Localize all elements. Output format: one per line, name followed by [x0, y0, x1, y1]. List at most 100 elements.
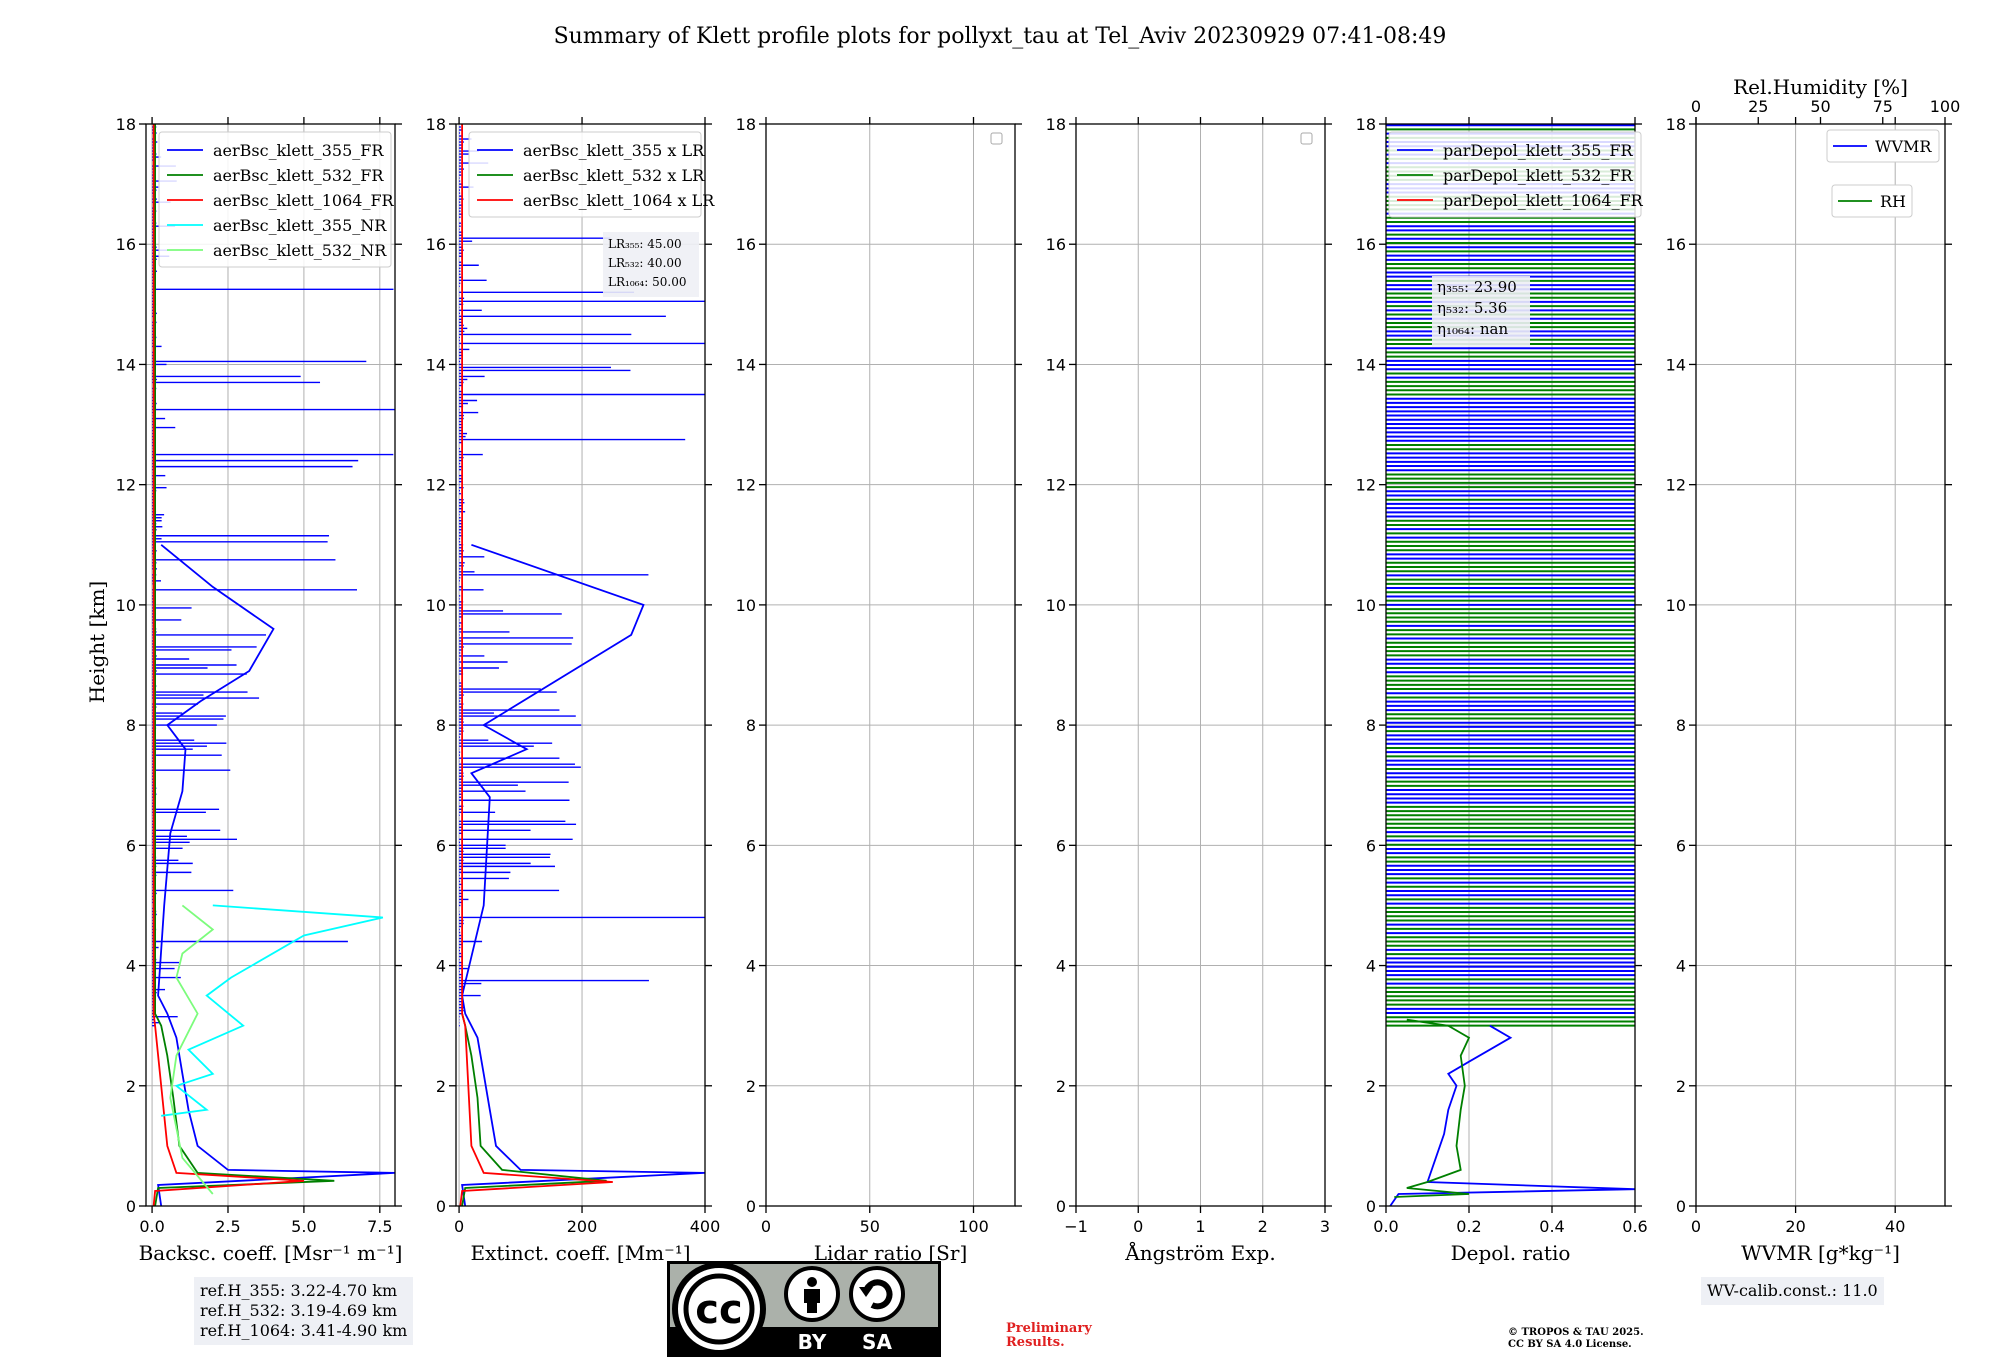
y-tick-label: 14	[736, 355, 756, 374]
x-tick-label: 0	[761, 1217, 771, 1236]
y-tick-label: 18	[736, 115, 756, 134]
series-line-aerBsc_klett_355_FR	[157, 544, 395, 1206]
legend-label: aerBsc_klett_355_FR	[213, 141, 384, 160]
y-tick-label: 12	[426, 476, 446, 495]
x-tick-label: 5.0	[291, 1217, 316, 1236]
series-line-parDepol_klett_355_FR	[1389, 1024, 1635, 1206]
legend-box	[158, 131, 392, 268]
y-tick-label: 2	[126, 1077, 136, 1096]
y-tick-label: 10	[1356, 596, 1376, 615]
panel-frame	[1385, 123, 1636, 1207]
cc-main-letters: cc	[695, 1287, 742, 1333]
series-line-parDepol_klett_532_FR	[1394, 1018, 1471, 1198]
x-tick-label: 0.6	[1622, 1217, 1647, 1236]
y-tick-label: 8	[1056, 716, 1066, 735]
y-tick-label: 18	[116, 115, 136, 134]
legend-label: RH	[1880, 192, 1906, 211]
y-tick-label: 4	[746, 957, 756, 976]
x-tick-label: 50	[860, 1217, 880, 1236]
y-tick-label: 16	[1046, 235, 1066, 254]
reference-height-box: ref.H_355: 3.22-4.70 km ref.H_532: 3.19-…	[194, 1277, 414, 1345]
y-tick-label: 8	[1366, 716, 1376, 735]
x-tick-label: 20	[1785, 1217, 1805, 1236]
y-tick-label: 14	[1046, 355, 1066, 374]
copyright-line-1: © TROPOS & TAU 2025.	[1508, 1327, 1644, 1338]
x-tick-label: −1	[1064, 1217, 1088, 1236]
y-tick-label: 16	[736, 235, 756, 254]
x2-tick-label: 0	[1691, 97, 1701, 116]
y-tick-label: 10	[1046, 596, 1066, 615]
y-tick-label: 4	[1056, 957, 1066, 976]
y-tick-label: 10	[736, 596, 756, 615]
wv-calib-box: WV-calib.const.: 11.0	[1701, 1277, 1884, 1305]
legend-label: aerBsc_klett_532_NR	[213, 241, 387, 260]
y-tick-label: 0	[1056, 1197, 1066, 1216]
y-tick-label: 0	[1366, 1197, 1376, 1216]
legend-label: aerBsc_klett_355 x LR	[523, 141, 705, 160]
legend-label: parDepol_klett_532_FR	[1443, 166, 1634, 185]
series-line-aerBsc_klett_1064_FR	[152, 124, 304, 1206]
y-tick-label: 16	[1356, 235, 1376, 254]
cc-by-sa-license-badge[interactable]: cc BY SA	[667, 1261, 941, 1357]
x2-tick-label: 100	[1930, 97, 1961, 116]
x-tick-label: 0.2	[1456, 1217, 1481, 1236]
x-tick-label: 0	[454, 1217, 464, 1236]
x-tick-label: 200	[567, 1217, 598, 1236]
y-tick-label: 8	[436, 716, 446, 735]
empty-legend-marker	[990, 132, 1003, 145]
copyright-line-2: CC BY SA 4.0 License.	[1508, 1339, 1632, 1350]
y-tick-label: 14	[426, 355, 446, 374]
y-tick-label: 2	[1056, 1077, 1066, 1096]
y-tick-label: 18	[1046, 115, 1066, 134]
x-axis-label: Ångström Exp.	[1124, 1240, 1275, 1265]
x-tick-label: 40	[1885, 1217, 1905, 1236]
preliminary-results-note: Preliminary Results.	[1006, 1322, 1092, 1350]
x-tick-label: 0.0	[1373, 1217, 1398, 1236]
y-tick-label: 2	[746, 1077, 756, 1096]
annotation-text: LR₅₃₂: 40.00	[608, 256, 682, 270]
ref-height-355: ref.H_355: 3.22-4.70 km	[200, 1281, 398, 1300]
y-tick-label: 0	[436, 1197, 446, 1216]
y-tick-label: 10	[1666, 596, 1686, 615]
x-tick-label: 100	[958, 1217, 989, 1236]
y-tick-label: 6	[1676, 836, 1686, 855]
y-tick-label: 12	[736, 476, 756, 495]
legend-box	[1388, 131, 1642, 218]
annotation-text: η₃₅₅: 23.90	[1437, 278, 1517, 296]
copyright-note: © TROPOS & TAU 2025. CC BY SA 4.0 Licens…	[1508, 1327, 1644, 1351]
panel-frame	[765, 123, 1016, 1207]
panel-5: 0 2 4 6 8 10 12 14 16 18 0.0 0.2 0.4 0.6 Depol. ratio p…	[1356, 115, 1648, 1265]
x2-tick-label: 50	[1810, 97, 1830, 116]
x-axis-label: Extinct. coeff. [Mm⁻¹]	[470, 1241, 690, 1265]
y-tick-label: 6	[126, 836, 136, 855]
y-tick-label: 4	[126, 957, 136, 976]
x-tick-label: 2.5	[215, 1217, 240, 1236]
x-tick-label: 400	[690, 1217, 721, 1236]
y-tick-label: 12	[116, 476, 136, 495]
y-tick-label: 4	[1676, 957, 1686, 976]
series-line-aerBsc_klett_532 x LR	[461, 1013, 607, 1206]
legend-label: aerBsc_klett_532_FR	[213, 166, 384, 185]
legend-label: parDepol_klett_1064_FR	[1443, 191, 1644, 210]
series-line-aerBsc_klett_355 x LR	[461, 543, 705, 1206]
x-axis-label: Depol. ratio	[1451, 1241, 1571, 1265]
series-group	[152, 124, 395, 1206]
legend-label: aerBsc_klett_1064_FR	[213, 191, 395, 210]
y-tick-label: 4	[1366, 957, 1376, 976]
annotation-box	[603, 232, 699, 297]
series-line-aerBsc_klett_532_NR	[169, 904, 215, 1195]
x2-tick-label: 75	[1873, 97, 1893, 116]
y-tick-label: 10	[426, 596, 446, 615]
x-tick-label: 2	[1258, 1217, 1268, 1236]
y-tick-label: 18	[1666, 115, 1686, 134]
by-person-icon	[784, 1266, 840, 1322]
x-tick-label: 3	[1320, 1217, 1330, 1236]
y-tick-label: 6	[746, 836, 756, 855]
y-tick-label: 12	[1666, 476, 1686, 495]
annotation-text: LR₃₅₅: 45.00	[608, 237, 682, 251]
annotation-box	[1432, 276, 1530, 347]
preliminary-line-1: Preliminary	[1006, 1321, 1092, 1336]
